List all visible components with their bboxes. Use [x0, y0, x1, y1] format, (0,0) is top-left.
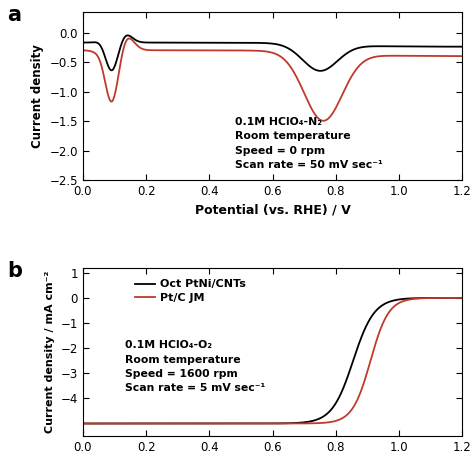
Pt/C JM	[264, 420, 270, 426]
Y-axis label: Current density: Current density	[31, 44, 44, 148]
Pt/C JM	[80, 420, 86, 426]
Oct PtNi/CNTs	[100, 420, 105, 426]
Oct PtNi/CNTs	[80, 420, 86, 426]
Pt/C JM	[379, 324, 384, 329]
Text: a: a	[7, 5, 21, 25]
Oct PtNi/CNTs	[264, 420, 270, 426]
Pt/C JM	[448, 295, 454, 301]
Pt/C JM	[459, 295, 465, 301]
Oct PtNi/CNTs	[448, 295, 454, 301]
Legend: Oct PtNi/CNTs, Pt/C JM: Oct PtNi/CNTs, Pt/C JM	[130, 275, 251, 308]
Text: b: b	[7, 261, 22, 281]
Oct PtNi/CNTs	[379, 303, 384, 309]
Pt/C JM	[255, 420, 260, 426]
Y-axis label: Current density / mA cm⁻²: Current density / mA cm⁻²	[45, 271, 55, 433]
Pt/C JM	[448, 295, 454, 301]
Oct PtNi/CNTs	[255, 420, 260, 426]
Text: 0.1M HClO₄-N₂
Room temperature
Speed = 0 rpm
Scan rate = 50 mV sec⁻¹: 0.1M HClO₄-N₂ Room temperature Speed = 0…	[235, 117, 383, 170]
Line: Oct PtNi/CNTs: Oct PtNi/CNTs	[83, 298, 462, 423]
X-axis label: Potential (vs. RHE) / V: Potential (vs. RHE) / V	[195, 204, 350, 217]
Oct PtNi/CNTs	[459, 295, 465, 301]
Line: Pt/C JM: Pt/C JM	[83, 298, 462, 423]
Text: 0.1M HClO₄-O₂
Room temperature
Speed = 1600 rpm
Scan rate = 5 mV sec⁻¹: 0.1M HClO₄-O₂ Room temperature Speed = 1…	[125, 340, 265, 393]
Pt/C JM	[100, 420, 105, 426]
Oct PtNi/CNTs	[448, 295, 454, 301]
